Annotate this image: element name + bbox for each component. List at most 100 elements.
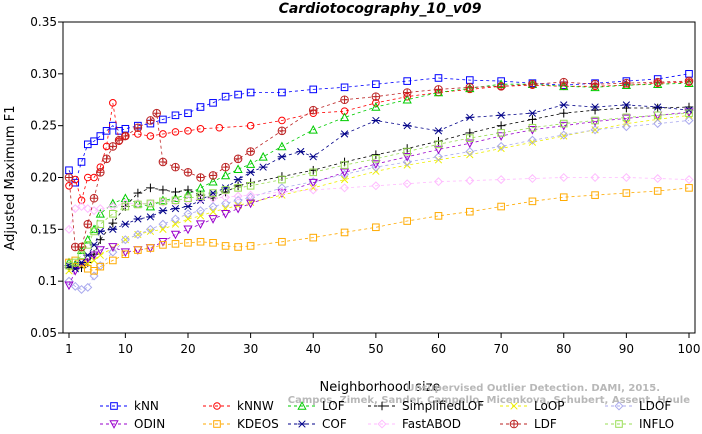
point-inflo-9: [146, 199, 155, 208]
point-kdeos-6: [109, 256, 117, 265]
legend-item-cof: COF: [288, 417, 347, 431]
legend-label: LoOP: [534, 399, 565, 413]
point-loop-13: [196, 212, 205, 220]
point-ldof-22: [402, 157, 412, 167]
point-kdeos-28: [591, 191, 599, 199]
point-simplifiedlof-21: [371, 150, 381, 159]
point-ldf-30: [559, 77, 569, 87]
watermark-line-1: Unsupervised Outlier Detection. DAMI, 20…: [406, 383, 660, 394]
point-cof-31: [622, 101, 631, 109]
point-inflo-5: [96, 220, 105, 228]
point-ldf-20: [246, 147, 255, 156]
point-fastabod-3: [83, 204, 93, 214]
x-tick-label-50: 50: [368, 342, 383, 356]
point-ldof-29: [621, 122, 631, 132]
point-odin-4: [89, 251, 99, 261]
point-ldof-11: [170, 214, 180, 224]
legend-label: ODIN: [134, 417, 165, 431]
point-lof-30: [621, 80, 632, 90]
point-simplifiedlof-27: [559, 108, 569, 118]
point-cof-20: [296, 147, 306, 156]
point-ldf-29: [528, 79, 537, 89]
point-ldf-4: [89, 193, 99, 203]
point-knnw-17: [246, 121, 255, 130]
point-fastabod-17: [246, 190, 256, 200]
legend-item-ldof: LDOF: [605, 399, 671, 413]
point-odin-6: [108, 243, 118, 252]
point-lof-14: [208, 176, 218, 186]
point-inflo-11: [171, 196, 180, 205]
point-odin-27: [559, 121, 569, 131]
point-kdeos-22: [403, 217, 411, 225]
point-inflo-27: [559, 119, 568, 128]
point-lof-20: [308, 124, 318, 134]
point-fastabod-29: [621, 172, 631, 183]
point-fastabod-15: [221, 192, 231, 202]
point-loop-12: [184, 215, 192, 223]
x-tick-label-40: 40: [306, 342, 321, 356]
point-inflo-16: [234, 184, 242, 192]
point-ldof-30: [653, 119, 663, 129]
point-knnw-0: [65, 181, 73, 190]
y-tick-label-6: 0.35: [30, 15, 57, 29]
chart-title: Cardiotocography_10_v09: [279, 1, 482, 17]
point-ldf-33: [653, 77, 662, 87]
point-ldof-5: [95, 261, 105, 271]
point-lof-4: [89, 224, 99, 234]
point-simplifiedlof-26: [528, 115, 537, 124]
point-odin-20: [339, 168, 350, 178]
legend-label: INFLO: [639, 417, 674, 431]
point-odin-5: [95, 246, 105, 255]
point-kdeos-9: [146, 244, 155, 252]
point-simplifiedlof-8: [133, 188, 143, 198]
point-ldf-8: [114, 135, 124, 145]
point-cof-28: [528, 109, 537, 117]
x-tick-label-20: 20: [180, 342, 195, 356]
point-knnw-11: [146, 132, 155, 140]
point-kdeos-23: [434, 212, 443, 220]
legend-marker: [109, 420, 119, 429]
series-line-lof: [68, 82, 690, 266]
legend-marker: [297, 420, 307, 428]
series-line-kdeos: [68, 187, 690, 272]
point-fastabod-8: [133, 198, 143, 208]
point-inflo-31: [685, 109, 693, 118]
point-loop-10: [159, 225, 167, 233]
point-ldof-6: [108, 247, 118, 257]
point-ldof-13: [196, 206, 206, 216]
point-ldof-31: [684, 115, 694, 125]
legend-label: kNNW: [237, 399, 274, 413]
legend-item-kdeos: KDEOS: [203, 417, 279, 431]
point-knn-4: [90, 137, 98, 146]
point-cof-30: [590, 103, 600, 111]
point-ldf-22: [308, 105, 318, 115]
point-simplifiedlof-10: [158, 185, 168, 195]
point-ldf-14: [171, 162, 180, 172]
point-loop-4: [90, 256, 98, 265]
point-lof-22: [371, 102, 381, 111]
point-knnw-7: [109, 99, 117, 107]
point-inflo-19: [309, 168, 318, 177]
point-lof-5: [95, 208, 105, 218]
legend-item-ldf: LDF: [500, 417, 557, 431]
point-ldof-7: [120, 235, 130, 245]
point-cof-25: [434, 127, 443, 135]
point-ldof-15: [221, 198, 231, 208]
point-fastabod-25: [496, 175, 506, 185]
x-tick-label-80: 80: [556, 342, 571, 356]
y-tick-label-4: 0.25: [30, 119, 57, 133]
point-inflo-17: [246, 181, 255, 190]
point-lof-16: [233, 164, 243, 174]
legend: kNN kNNW LOF SimplifiedLOF LoOP LDOF ODIN KDEOS…: [100, 399, 674, 431]
series-line-inflo: [68, 112, 690, 266]
legend-marker: [615, 420, 623, 428]
legend-label: COF: [322, 417, 347, 431]
point-simplifiedlof-5: [96, 235, 105, 244]
legend-item-lof: LOF: [288, 399, 345, 413]
point-cof-21: [308, 153, 318, 161]
point-fastabod-23: [433, 177, 444, 187]
legend-marker: [509, 419, 519, 429]
point-fastabod-28: [590, 172, 600, 183]
point-kdeos-17: [246, 242, 255, 250]
